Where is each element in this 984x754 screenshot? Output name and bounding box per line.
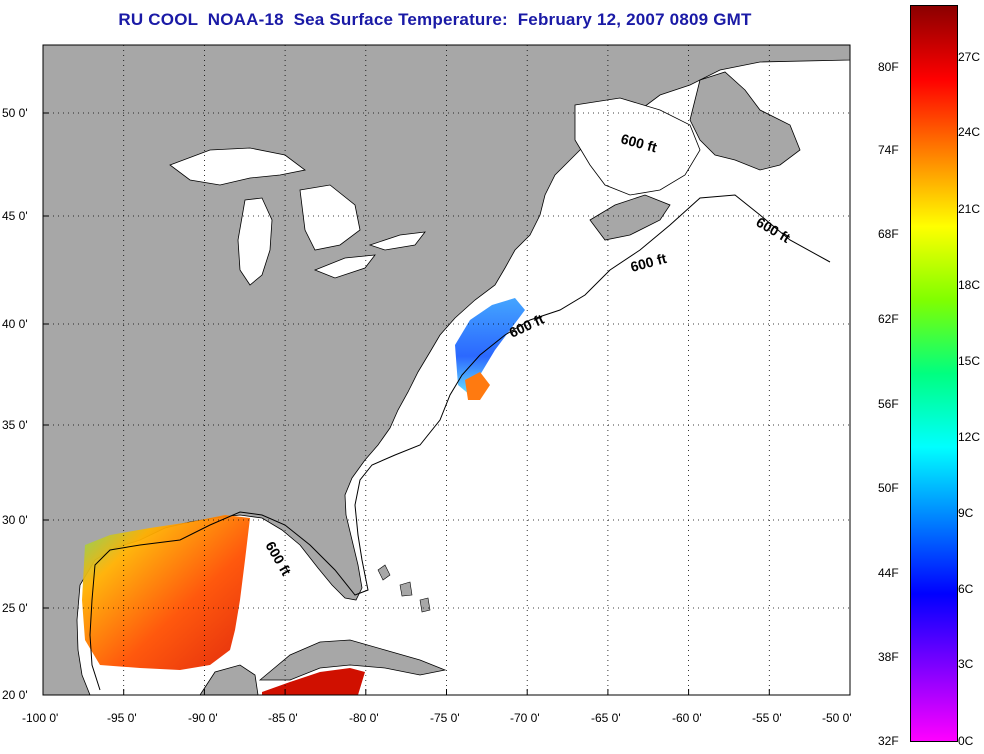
shelf-contour [89,194,831,691]
colorbar-label-c: 12C [958,430,981,444]
colorbar-label-c: 0C [958,734,974,748]
lon-tick-label: -55 0' [752,711,782,725]
colorbar-label-f: 32F [878,734,899,748]
lon-tick-label: -70 0' [510,711,540,725]
colorbar-label-f: 62F [878,312,899,326]
colorbar-label-c: 9C [958,506,974,520]
land-bahamas [377,564,431,613]
colorbar-label-c: 15C [958,354,981,368]
lon-tick-label: -90 0' [188,711,218,725]
colorbar-label-f: 50F [878,481,899,495]
colorbar-label-f: 56F [878,397,899,411]
colorbar-label-c: 27C [958,50,981,64]
lon-tick-label: -65 0' [591,711,621,725]
lat-tick-label: 45 0' [2,209,28,223]
colorbar-label-c: 21C [958,202,981,216]
colorbar-label-c: 24C [958,125,981,139]
lon-tick-label: -50 0' [822,711,852,725]
lake-superior [169,147,306,186]
graticule [43,45,850,695]
lat-tick-label: 50 0' [2,106,28,120]
tick-marks [42,112,851,696]
lon-tick-label: -95 0' [107,711,137,725]
lon-tick-label: -75 0' [430,711,460,725]
lake-ontario [368,231,426,251]
lake-erie [313,254,376,279]
colorbar-label-c: 3C [958,657,974,671]
lat-tick-label: 35 0' [2,418,28,432]
land-newfoundland [689,71,801,171]
colorbar-label-f: 44F [878,566,899,580]
water-st-lawrence [574,97,701,196]
lake-michigan [237,197,273,286]
land-cuba [258,639,447,681]
map-title: RU COOL NOAA-18 Sea Surface Temperature:… [118,10,752,29]
colorbar-label-c: 6C [958,582,974,596]
colorbar-label-f: 74F [878,143,899,157]
sst-warm-patch-gulfstream [465,372,490,400]
lat-tick-label: 30 0' [2,513,28,527]
lat-tick-label: 40 0' [2,317,28,331]
lon-tick-label: -80 0' [349,711,379,725]
sst-swath-gulf-of-mexico [82,515,250,670]
land-nova-scotia [589,194,671,241]
colorbar-label-f: 38F [878,650,899,664]
colorbar-label-f: 68F [878,227,899,241]
lat-tick-label: 25 0' [2,601,28,615]
lake-huron [299,184,361,251]
sst-swath-caribbean [262,668,365,695]
lon-tick-label: -85 0' [268,711,298,725]
lon-tick-label: -60 0' [672,711,702,725]
colorbar-label-c: 18C [958,278,981,292]
colorbar [910,5,958,742]
lat-tick-label: 20 0' [2,688,28,702]
lon-tick-label: -100 0' [22,711,58,725]
colorbar-label-f: 80F [878,60,899,74]
